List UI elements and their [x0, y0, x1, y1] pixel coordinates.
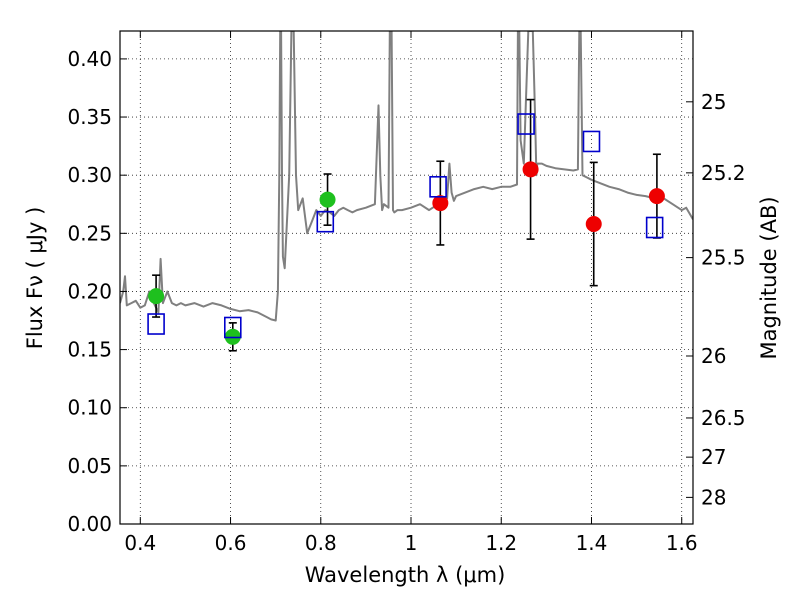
y-tick-label: 0.00 [67, 512, 112, 536]
plot-frame [119, 30, 694, 525]
y-tick-label: 0.10 [67, 396, 112, 420]
data-point [319, 191, 336, 208]
y-tick-label: 0.15 [67, 338, 112, 362]
model-square-marker [517, 113, 535, 135]
model-square-marker [316, 210, 335, 233]
y-tick-label: 0.35 [67, 105, 112, 129]
axis-ticks: 0.4 0.6 0.8 1 1.2 1.4 1.6 0.00 0.05 0.10 0.15 0.20 0… [67, 31, 746, 555]
model-square-marker [429, 176, 447, 198]
right-tick-label: 25 [701, 90, 726, 114]
x-axis-label: Wavelength λ (μm) [305, 563, 506, 587]
y-tick-label: 0.25 [67, 221, 112, 245]
right-tick-label: 25.2 [701, 161, 746, 185]
data-point [585, 216, 602, 233]
y-tick-label: 0.05 [67, 454, 112, 478]
spectrum-line [120, 31, 693, 322]
plot-area [120, 31, 693, 352]
y-tick-label: 0.20 [67, 279, 112, 303]
data-point [522, 161, 539, 178]
right-axis-label: Magnitude (AB) [757, 196, 781, 359]
model-square-marker [645, 216, 664, 239]
x-tick-label: 0.6 [215, 531, 247, 555]
right-tick-label: 25.5 [701, 246, 746, 270]
data-point [432, 195, 449, 212]
right-tick-label: 27 [701, 445, 726, 469]
y-tick-label: 0.40 [67, 47, 112, 71]
x-tick-label: 0.4 [124, 531, 156, 555]
y-tick-label: 0.30 [67, 163, 112, 187]
x-tick-label: 1 [405, 531, 418, 555]
x-tick-label: 1.6 [666, 531, 698, 555]
right-tick-label: 28 [701, 485, 726, 509]
model-square-marker [147, 313, 165, 335]
right-tick-label: 26.5 [701, 406, 746, 430]
data-point [148, 288, 165, 305]
right-tick-label: 26 [701, 344, 726, 368]
data-point [648, 188, 665, 205]
y-axis-label: Flux Fν ( μJy ) [23, 207, 47, 350]
model-square-marker [582, 130, 601, 153]
x-tick-label: 1.4 [576, 531, 608, 555]
model-square-marker [223, 316, 242, 339]
x-tick-label: 1.2 [485, 531, 517, 555]
x-tick-label: 0.8 [305, 531, 337, 555]
